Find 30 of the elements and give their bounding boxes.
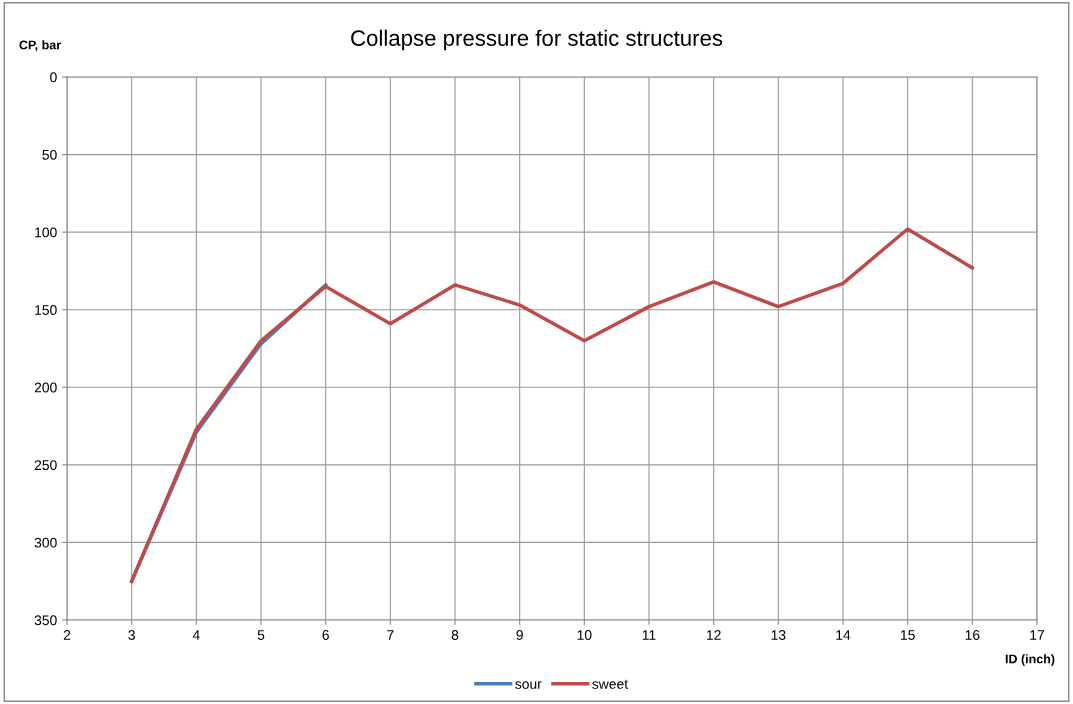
x-tick-label: 6 [322, 630, 329, 640]
x-tick-label: 15 [901, 630, 915, 640]
y-tick-label: 100 [35, 227, 57, 238]
y-axis-title: CP, bar [19, 40, 61, 52]
y-tick-label: 350 [34, 615, 57, 626]
legend-label: sour [515, 681, 542, 689]
y-tick-label: 200 [34, 382, 57, 393]
x-tick-label: 11 [642, 630, 656, 640]
x-tick-label: 17 [1030, 630, 1045, 640]
x-tick-label: 8 [451, 630, 459, 640]
x-tick-label: 16 [965, 630, 980, 640]
y-tick-label: 0 [50, 72, 57, 83]
y-tick-label: 250 [34, 460, 57, 471]
y-tick-label: 150 [35, 305, 57, 315]
x-tick-label: 4 [192, 630, 200, 640]
x-tick-label: 12 [707, 630, 721, 640]
x-tick-label: 3 [128, 630, 135, 640]
x-tick-label: 7 [387, 630, 394, 640]
legend-label: sweet [592, 679, 628, 689]
x-tick-label: 14 [836, 630, 851, 640]
x-tick-label: 10 [577, 630, 592, 640]
line-series [129, 227, 975, 583]
x-tick-label: 5 [257, 630, 265, 640]
y-tick-label: 50 [42, 149, 57, 160]
x-axis-title: ID (inch) [1005, 654, 1055, 666]
x-tick-label: 2 [63, 630, 71, 640]
chart-title: Collapse pressure for static structures [351, 29, 723, 51]
x-tick-label: 9 [516, 630, 523, 640]
x-tick-label: 13 [771, 630, 786, 640]
y-tick-label: 300 [34, 537, 57, 548]
